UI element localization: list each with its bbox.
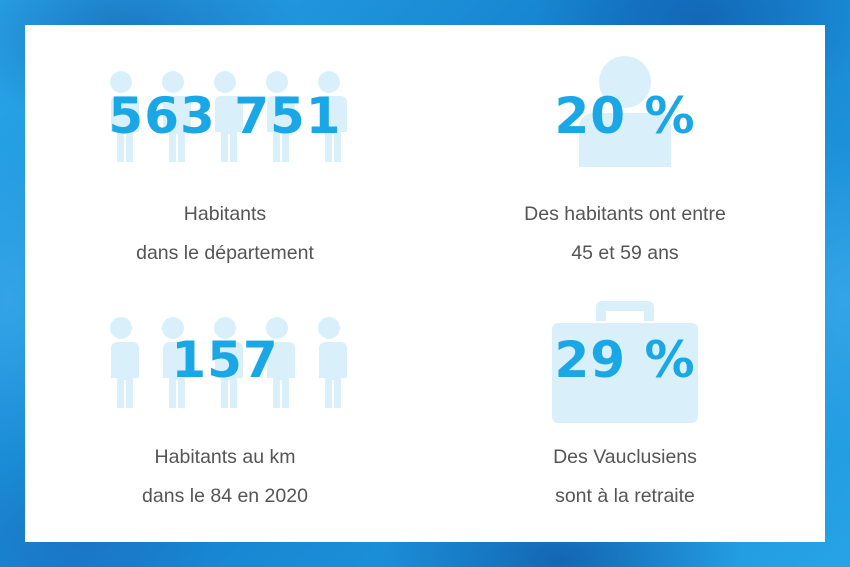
stat-label-line2: dans le département — [136, 242, 314, 264]
stat-value: 563 751 — [108, 87, 342, 145]
stat-value: 20 % — [554, 87, 696, 145]
stat-value: 29 % — [554, 331, 696, 389]
stat-label-line1: Habitants — [183, 203, 267, 225]
stat-label-line2: sont à la retraite — [555, 485, 695, 507]
stat-label-line1: Des Vauclusiens — [553, 446, 697, 468]
stat-label-line1: Habitants au km — [154, 446, 296, 468]
stat-value: 157 — [171, 331, 279, 389]
stats-card: 563 751 Habitants dans le département 20… — [25, 25, 825, 542]
briefcase-icon — [552, 301, 698, 423]
stat-label-line2: dans le 84 en 2020 — [142, 485, 308, 507]
stat-label-line2: 45 et 59 ans — [571, 242, 679, 264]
person-icon — [579, 56, 671, 167]
stat-label-line1: Des habitants ont entre — [524, 203, 726, 225]
people-icon — [109, 71, 347, 162]
people-icon — [109, 317, 347, 408]
